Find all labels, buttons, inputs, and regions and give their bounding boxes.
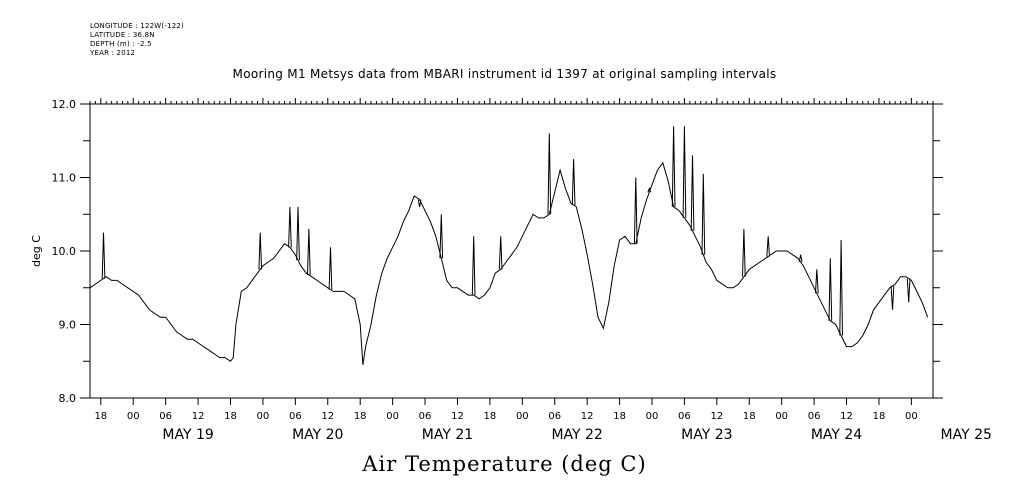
x-day-label: MAY 21	[422, 427, 473, 443]
spike-mark	[417, 199, 422, 207]
x-hour-label: 12	[451, 411, 464, 422]
spike-mark	[547, 133, 552, 215]
x-hour-label: 18	[873, 411, 886, 422]
x-hour-label: 06	[289, 411, 302, 422]
x-day-label: MAY 20	[292, 427, 343, 443]
spike-mark	[671, 126, 676, 207]
axes-group: 8.0 9.0 10.0 11.0 12.0 18 00 06 12 18 00 06 12 18 00 06…	[52, 98, 992, 443]
x-hour-label: 12	[840, 411, 853, 422]
x-hour-label: 00	[905, 411, 918, 422]
x-hour-label: 18	[94, 411, 107, 422]
spike-mark	[690, 155, 695, 231]
spike-mark	[296, 206, 300, 261]
x-day-label: MAY 25	[941, 427, 992, 443]
x-day-label: MAY 23	[681, 427, 732, 443]
spike-mark	[798, 254, 803, 263]
x-hour-label: 18	[224, 411, 237, 422]
spike-mark	[288, 206, 292, 248]
y-tick-label: 8.0	[59, 392, 77, 405]
spike-mark	[647, 187, 652, 193]
x-hour-label: 00	[646, 411, 659, 422]
x-hour-label: 06	[159, 411, 172, 422]
metadata-block: LONGITUDE : 122W(-122) LATITUDE : 36.8N …	[90, 22, 184, 58]
longitude-text: LONGITUDE : 122W(-122)	[90, 22, 184, 30]
spike-mark	[307, 228, 311, 275]
x-hour-label: 00	[516, 411, 529, 422]
latitude-text: LATITUDE : 36.8N	[90, 31, 155, 39]
y-tick-label: 10.0	[52, 245, 77, 258]
x-hour-label: 12	[581, 411, 594, 422]
y-tick-label: 9.0	[59, 319, 77, 332]
x-hour-label: 06	[678, 411, 691, 422]
x-hour-label: 06	[808, 411, 821, 422]
spike-mark	[906, 278, 911, 303]
spike-mark	[742, 228, 746, 277]
x-hour-label: 00	[127, 411, 140, 422]
x-hour-label: 18	[613, 411, 626, 422]
y-tick-label: 12.0	[52, 98, 77, 111]
y-axis-label: deg C	[30, 235, 43, 267]
chart-title: Mooring M1 Metsys data from MBARI instru…	[232, 67, 777, 81]
x-hour-label: 00	[386, 411, 399, 422]
year-text: YEAR : 2012	[90, 49, 136, 57]
spike-mark	[328, 247, 333, 290]
depth-text: DEPTH (m) : -2.5	[90, 40, 152, 48]
x-hour-label: 00	[775, 411, 788, 422]
x-day-label: MAY 24	[811, 427, 862, 443]
spike-mark	[633, 177, 638, 244]
x-hour-label: 18	[354, 411, 367, 422]
spike-mark	[258, 232, 263, 270]
x-day-label: MAY 22	[551, 427, 602, 443]
x-hour-label: 18	[743, 411, 756, 422]
spike-mark	[815, 269, 819, 294]
x-hour-label: 12	[710, 411, 723, 422]
data-marks	[89, 126, 929, 365]
spike-mark	[101, 232, 106, 279]
x-hour-label: 06	[548, 411, 561, 422]
x-hour-label: 00	[257, 411, 270, 422]
x-hour-label: 06	[419, 411, 432, 422]
spike-mark	[439, 214, 444, 259]
x-hour-label: 18	[484, 411, 497, 422]
spike-mark	[682, 126, 687, 218]
spike-mark	[571, 159, 576, 206]
series-line	[89, 161, 929, 365]
x-axis-title: Air Temperature (deg C)	[362, 452, 647, 476]
spike-mark	[828, 258, 833, 321]
y-tick-label: 11.0	[52, 172, 77, 185]
spike-mark	[701, 173, 706, 255]
x-hour-label: 12	[192, 411, 205, 422]
spike-mark	[498, 236, 503, 270]
spike-mark	[471, 236, 476, 296]
spike-mark	[839, 239, 843, 336]
x-day-label: MAY 19	[162, 427, 213, 443]
plot-frame	[89, 103, 934, 399]
spike-mark	[890, 285, 895, 310]
spike-mark	[766, 236, 770, 257]
x-hour-label: 12	[321, 411, 334, 422]
